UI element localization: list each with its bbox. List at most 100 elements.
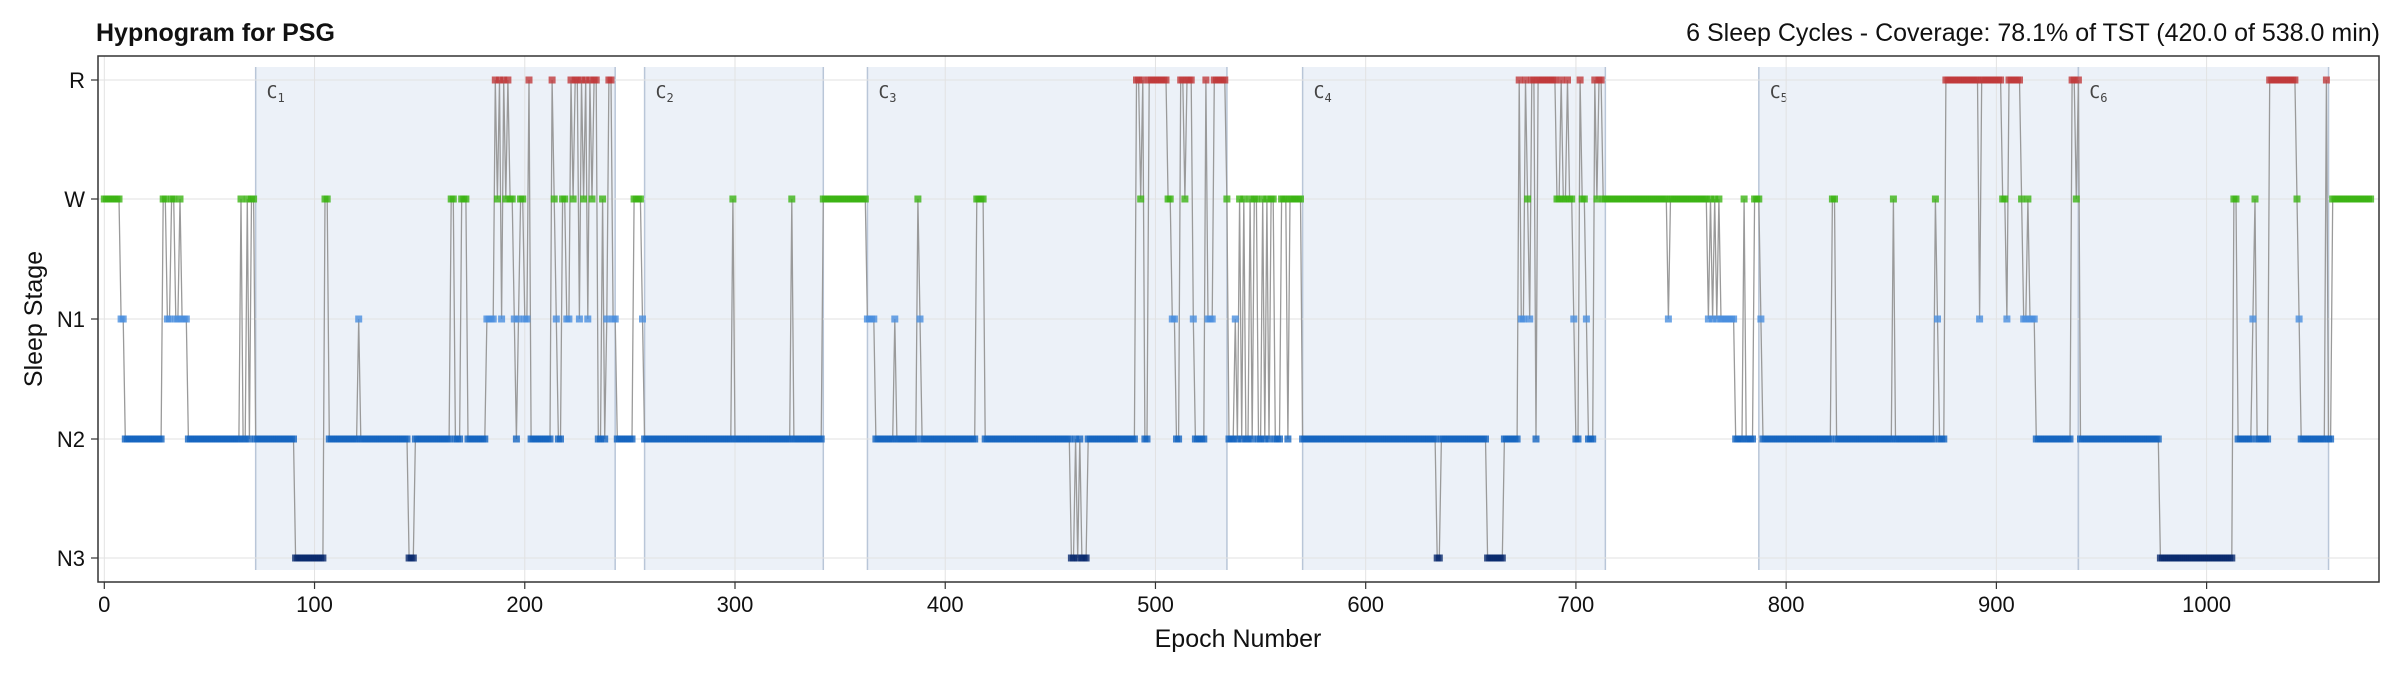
stage-marker-n2 bbox=[1284, 435, 1292, 443]
stage-marker-n2 bbox=[1233, 435, 1241, 443]
stage-marker-n2 bbox=[1513, 435, 1521, 443]
cycle-label-4: C4 bbox=[1314, 82, 1332, 105]
stage-marker-w bbox=[1297, 195, 1304, 203]
stage-marker-w bbox=[2024, 195, 2032, 203]
stage-marker-n1 bbox=[1231, 315, 1239, 323]
stage-marker-n2 bbox=[1276, 435, 1283, 443]
stage-marker-w bbox=[636, 195, 644, 203]
stage-marker-w bbox=[502, 195, 510, 203]
stage-marker-w bbox=[170, 195, 178, 203]
stage-marker-n2 bbox=[481, 435, 489, 443]
stage-marker-w bbox=[1181, 195, 1189, 203]
stage-marker-w bbox=[176, 195, 184, 203]
stage-marker-r bbox=[1997, 76, 2005, 84]
stage-marker-w bbox=[449, 195, 457, 203]
stage-marker-r bbox=[1202, 76, 1210, 84]
x-axis-ticks: 0 100 200 300 400 500 600 700 800 900 1000 bbox=[98, 582, 2231, 617]
stage-marker-n2 bbox=[1143, 435, 1151, 443]
stage-marker-w bbox=[1662, 195, 1670, 203]
stage-marker-n2 bbox=[557, 435, 564, 443]
stage-marker-n1 bbox=[1757, 315, 1765, 323]
stage-marker-n1 bbox=[1208, 315, 1216, 323]
stage-marker-r bbox=[1564, 76, 1571, 84]
stage-marker-n2 bbox=[597, 435, 604, 443]
stage-marker-r bbox=[1179, 76, 1187, 84]
stage-marker-w bbox=[1240, 195, 1248, 203]
stage-marker-n2 bbox=[245, 435, 253, 443]
x-tick-label: 100 bbox=[296, 592, 333, 617]
stage-marker-n1 bbox=[2022, 315, 2030, 323]
stage-marker-n3 bbox=[1435, 554, 1443, 562]
stage-marker-n2 bbox=[2247, 435, 2255, 443]
cycle-label-2: C2 bbox=[656, 82, 674, 105]
stage-marker-n2 bbox=[1238, 435, 1246, 443]
stage-marker-n1 bbox=[603, 315, 611, 323]
stage-marker-w bbox=[1711, 195, 1719, 203]
stage-marker-n1 bbox=[565, 315, 573, 323]
stage-marker-w bbox=[1740, 195, 1748, 203]
stage-marker-n2 bbox=[1887, 435, 1895, 443]
stage-marker-n1 bbox=[1664, 315, 1672, 323]
stage-marker-n1 bbox=[523, 315, 531, 323]
stage-marker-w bbox=[1259, 195, 1267, 203]
stage-marker-w bbox=[462, 195, 470, 203]
stage-marker-r bbox=[592, 76, 600, 84]
stage-marker-w bbox=[2232, 195, 2240, 203]
stage-marker-r bbox=[1557, 76, 1565, 84]
stage-marker-w bbox=[599, 195, 607, 203]
stage-marker-n3 bbox=[409, 554, 417, 562]
stage-marker-n2 bbox=[2327, 435, 2335, 443]
stage-marker-n1 bbox=[166, 315, 173, 323]
stage-marker-w bbox=[493, 195, 501, 203]
x-axis-label: Epoch Number bbox=[1155, 625, 1322, 653]
y-tick-label: R bbox=[69, 68, 85, 93]
y-tick-label: N2 bbox=[57, 427, 85, 452]
stage-marker-n2 bbox=[1076, 435, 1084, 443]
stage-marker-n1 bbox=[1709, 315, 1717, 323]
y-tick-label: N3 bbox=[57, 546, 85, 571]
stage-marker-n1 bbox=[2003, 315, 2011, 323]
stage-marker-n1 bbox=[2295, 315, 2303, 323]
stage-marker-w bbox=[237, 195, 245, 203]
stage-marker-n1 bbox=[1570, 315, 1578, 323]
stage-marker-n2 bbox=[2264, 435, 2272, 443]
stage-marker-n2 bbox=[1072, 435, 1080, 443]
stage-marker-w bbox=[2001, 195, 2009, 203]
stage-marker-w bbox=[788, 195, 796, 203]
stage-marker-w bbox=[569, 195, 577, 203]
stage-marker-n1 bbox=[552, 315, 560, 323]
stage-marker-r bbox=[2322, 76, 2330, 84]
stage-marker-n3 bbox=[1074, 554, 1082, 562]
stage-marker-w bbox=[1246, 195, 1254, 203]
stage-marker-w bbox=[1263, 195, 1271, 203]
x-tick-label: 1000 bbox=[2182, 592, 2231, 617]
stage-marker-r bbox=[607, 76, 615, 84]
stage-marker-w bbox=[861, 195, 869, 203]
stage-marker-n2 bbox=[1482, 435, 1489, 443]
stage-marker-n2 bbox=[1574, 435, 1582, 443]
y-axis-label: Sleep Stage bbox=[20, 251, 48, 387]
stage-marker-r bbox=[1135, 76, 1143, 84]
y-axis-ticks: N3 N2 N1 W R bbox=[57, 68, 98, 571]
stage-marker-w bbox=[1755, 195, 1763, 203]
stage-marker-w bbox=[1561, 195, 1569, 203]
stage-marker-n2 bbox=[1265, 435, 1273, 443]
stage-marker-n1 bbox=[1934, 315, 1941, 323]
stage-marker-n1 bbox=[1730, 315, 1738, 323]
stage-marker-n2 bbox=[1257, 435, 1265, 443]
stage-marker-n1 bbox=[498, 315, 506, 323]
chart-title: Hypnogram for PSG bbox=[96, 19, 335, 47]
stage-marker-n2 bbox=[1929, 435, 1937, 443]
stage-marker-w bbox=[550, 195, 558, 203]
stage-marker-n2 bbox=[1826, 435, 1834, 443]
stage-markers bbox=[100, 76, 2375, 562]
stage-marker-w bbox=[1568, 195, 1576, 203]
stage-marker-r bbox=[548, 76, 556, 84]
stage-marker-w bbox=[508, 195, 516, 203]
stage-marker-n2 bbox=[512, 435, 520, 443]
stage-marker-n2 bbox=[786, 435, 794, 443]
stage-marker-w bbox=[1831, 195, 1838, 203]
stage-marker-w bbox=[1223, 195, 1231, 203]
stage-marker-w bbox=[519, 195, 527, 203]
